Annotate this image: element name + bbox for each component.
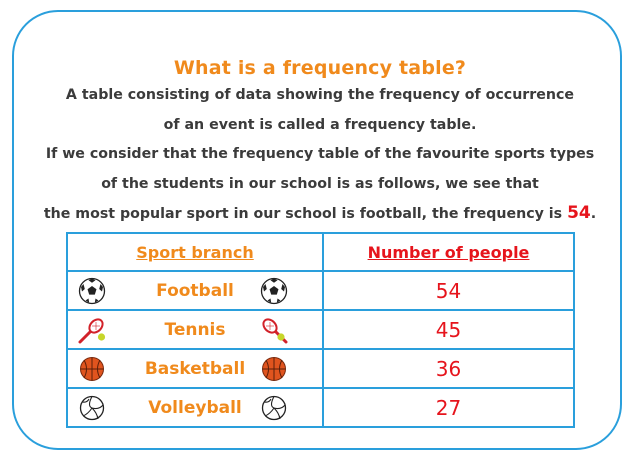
volleyball-icon [77, 393, 107, 423]
count-cell-volleyball: 27 [322, 387, 575, 428]
sport-label: Football [156, 280, 234, 301]
paragraph-line-5: the most popular sport in our school is … [0, 203, 640, 223]
count-cell-basketball: 36 [322, 348, 575, 389]
basketball-icon [77, 354, 107, 384]
paragraph-line-1: A table consisting of data showing the f… [65, 87, 575, 103]
paragraph-line-4: of the students in our school is as foll… [101, 176, 539, 192]
page-title: What is a frequency table? [173, 57, 467, 79]
paragraph-end-punct: . [590, 206, 597, 222]
highlight-frequency: 54 [567, 203, 591, 223]
frequency-table: Sport branch Number of people Football 5… [66, 232, 575, 428]
volleyball-icon [259, 393, 289, 423]
tennis-racket-icon [77, 315, 107, 345]
table-header-row: Sport branch Number of people [66, 232, 575, 272]
paragraph-line-3: If we consider that the frequency table … [45, 146, 595, 162]
sport-label: Tennis [164, 319, 226, 340]
table-row: Basketball 36 [66, 348, 575, 389]
count-cell-tennis: 45 [322, 309, 575, 350]
header-sport-branch: Sport branch [66, 232, 324, 272]
football-icon [259, 276, 289, 306]
football-icon [77, 276, 107, 306]
header-number-of-people: Number of people [322, 232, 575, 272]
count-cell-football: 54 [322, 270, 575, 311]
basketball-icon [259, 354, 289, 384]
paragraph-line-2: of an event is called a frequency table. [163, 117, 477, 133]
paragraph-line-5-text: the most popular sport in our school is … [43, 206, 563, 222]
sport-cell-volleyball: Volleyball [66, 387, 324, 428]
sport-cell-basketball: Basketball [66, 348, 324, 389]
sport-label: Volleyball [148, 397, 242, 418]
table-row: Volleyball 27 [66, 387, 575, 428]
table-row: Football 54 [66, 270, 575, 311]
table-row: Tennis 45 [66, 309, 575, 350]
sport-label: Basketball [144, 358, 246, 379]
sport-cell-tennis: Tennis [66, 309, 324, 350]
tennis-racket-icon [259, 315, 289, 345]
sport-cell-football: Football [66, 270, 324, 311]
